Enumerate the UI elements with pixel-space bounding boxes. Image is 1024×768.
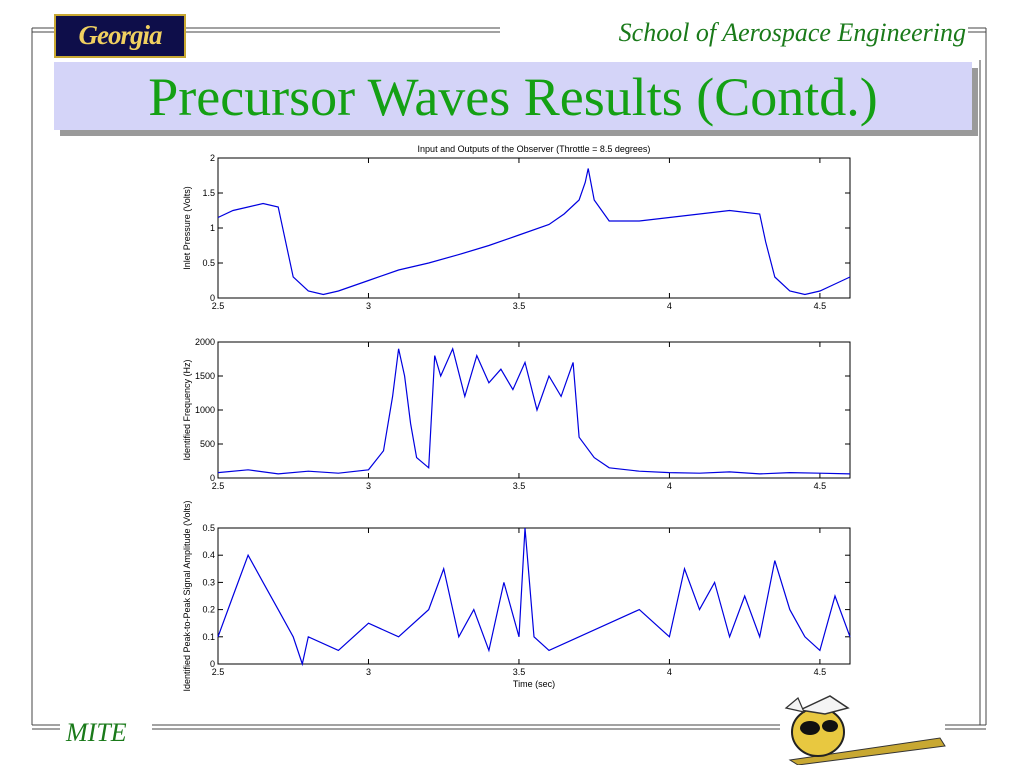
chart-1-ytick-label: 1000 <box>195 405 215 415</box>
chart-1-xtick-label: 3 <box>366 481 371 491</box>
chart-0-ytick-label: 0.5 <box>202 258 215 268</box>
observer-charts: Input and Outputs of the Observer (Throt… <box>182 144 851 692</box>
chart-0-xtick-label: 4.5 <box>814 301 827 311</box>
chart-2-xtick-label: 3 <box>366 667 371 677</box>
chart-2-ytick-label: 0.1 <box>202 632 215 642</box>
chart-0-ytick-label: 2 <box>210 153 215 163</box>
chart-2-ytick-label: 0.2 <box>202 605 215 615</box>
chart-0-title: Input and Outputs of the Observer (Throt… <box>418 144 651 154</box>
chart-1-plot-area <box>217 341 851 479</box>
chart-2-xtick-label: 2.5 <box>212 667 225 677</box>
chart-0-series-0-line <box>217 168 851 296</box>
chart-1-xtick-label: 4 <box>667 481 672 491</box>
chart-0-xtick-label: 4 <box>667 301 672 311</box>
chart-2-ytick-label: 0.3 <box>202 577 215 587</box>
chart-2-series-0-line <box>217 527 851 667</box>
chart-1-ytick-label: 1500 <box>195 371 215 381</box>
buzz-mascot-icon <box>784 695 946 765</box>
georgia-tech-logo: Georgia Tech <box>54 14 186 88</box>
chart-2-xtick-label: 3.5 <box>513 667 526 677</box>
chart-0-xtick-label: 3.5 <box>513 301 526 311</box>
chart-2-xtick-label: 4 <box>667 667 672 677</box>
title-banner <box>54 62 972 130</box>
chart-1-series-0-line <box>217 346 851 475</box>
chart-0-xtick-label: 2.5 <box>212 301 225 311</box>
chart-1-xtick-label: 3.5 <box>513 481 526 491</box>
chart-0-ytick-label: 0 <box>210 293 215 303</box>
chart-2-xtick-label: 4.5 <box>814 667 827 677</box>
chart-1-ylabel: Identified Frequency (Hz) <box>182 359 192 460</box>
chart-2-ytick-label: 0 <box>210 659 215 669</box>
chart-0-ylabel: Inlet Pressure (Volts) <box>182 186 192 270</box>
chart-2-ytick-label: 0.4 <box>202 550 215 560</box>
chart-2-xlabel: Time (sec) <box>513 679 555 689</box>
chart-1-ytick-label: 2000 <box>195 337 215 347</box>
chart-2-ytick-label: 0.5 <box>202 523 215 533</box>
chart-0-ytick-label: 1.5 <box>202 188 215 198</box>
slide-title: Precursor Waves Results (Contd.) <box>148 67 878 127</box>
school-name: School of Aerospace Engineering <box>618 18 966 47</box>
chart-1-xtick-label: 4.5 <box>814 481 827 491</box>
chart-1-xtick-label: 2.5 <box>212 481 225 491</box>
chart-0-ytick-label: 1 <box>210 223 215 233</box>
footer-label: MITE <box>66 718 127 747</box>
chart-2-plot-area <box>217 527 851 665</box>
chart-0-xtick-label: 3 <box>366 301 371 311</box>
chart-0-plot-area <box>217 157 851 299</box>
chart-1-ytick-label: 0 <box>210 473 215 483</box>
chart-2-ylabel: Identified Peak-to-Peak Signal Amplitude… <box>182 500 192 691</box>
chart-1-ytick-label: 500 <box>200 439 215 449</box>
